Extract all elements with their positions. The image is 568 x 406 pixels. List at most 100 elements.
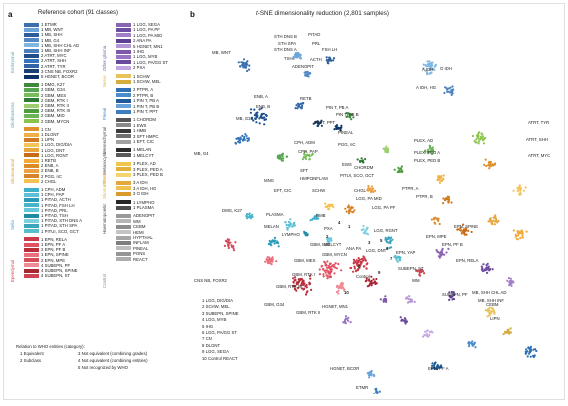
- sample-point: [532, 354, 535, 357]
- class-item-subepn-spine: 4 SUBEPN, SPINE: [24, 268, 78, 273]
- sample-point: [335, 290, 338, 294]
- sample-point: [408, 295, 411, 298]
- sample-point: [292, 57, 295, 60]
- sample-point: [434, 63, 437, 66]
- sample-point: [521, 236, 524, 239]
- sample-point: [344, 317, 347, 320]
- class-label: 1 EPN, SPINE: [41, 252, 69, 258]
- sample-point: [306, 74, 309, 77]
- cluster-label-gbm-rtk-iii: GBM, RTK III: [276, 284, 302, 289]
- sample-point: [482, 142, 486, 145]
- sample-point: [321, 264, 324, 268]
- sample-point: [447, 247, 450, 250]
- sample-point: [269, 243, 272, 246]
- class-item-lipn: 1 LIPN: [24, 137, 54, 142]
- class-label: 3 A IDH, HG: [133, 185, 157, 191]
- sample-point: [436, 178, 439, 182]
- class-swatch: [24, 82, 39, 87]
- sample-point: [446, 90, 449, 93]
- cluster-23: [487, 214, 500, 226]
- sample-point: [433, 364, 436, 367]
- class-label: 1 EFT, CIC: [133, 139, 155, 144]
- sample-point: [487, 220, 490, 223]
- sample-point: [353, 267, 356, 270]
- cluster-35: [303, 230, 309, 237]
- class-swatch: [24, 163, 39, 168]
- class-item-gbm-mid: 2 GBM, MID: [24, 113, 65, 118]
- class-swatch: [116, 49, 131, 54]
- sample-point: [471, 342, 474, 346]
- sample-point: [352, 258, 355, 261]
- sample-point: [322, 268, 325, 271]
- panel-b-tsne: b t-SNE dimensionality reduction (2,801 …: [190, 10, 560, 394]
- sample-point: [318, 273, 321, 276]
- sample-point: [490, 310, 493, 313]
- sample-point: [384, 298, 388, 301]
- class-swatch: [116, 224, 131, 229]
- sample-point: [291, 225, 294, 228]
- sample-point: [443, 253, 446, 256]
- sample-point: [302, 288, 305, 291]
- sample-point: [426, 329, 429, 332]
- sample-point: [301, 280, 304, 283]
- class-swatch: [24, 252, 39, 257]
- cluster-34: [326, 237, 333, 244]
- sample-point: [246, 213, 249, 216]
- sample-point: [521, 232, 524, 235]
- cluster-label-mb-shh-chl-ad: MB, SHH CHL AD: [472, 290, 507, 295]
- sample-point: [492, 219, 495, 222]
- sample-point: [431, 362, 434, 365]
- sample-point: [352, 262, 355, 265]
- sample-point: [292, 280, 295, 284]
- sample-point: [525, 348, 528, 351]
- sample-point: [400, 165, 403, 168]
- class-swatch: [116, 191, 131, 196]
- sample-point: [258, 122, 261, 125]
- class-item-epn-mpe: 2 EPN, MPE: [24, 258, 65, 263]
- class-item-mb-shh-inf: 1 MB, SHH INF: [24, 48, 71, 53]
- sample-point: [450, 295, 453, 298]
- sample-point: [295, 281, 298, 285]
- sample-point: [332, 59, 335, 62]
- sample-point: [493, 223, 496, 226]
- sample-point: [467, 229, 470, 232]
- sample-point: [347, 212, 351, 215]
- class-item-chordm: 1 CHORDM: [116, 117, 156, 122]
- numeric-marker-7: 7: [390, 256, 393, 261]
- class-label: 1 EPN, PF A: [41, 242, 66, 247]
- sample-point: [459, 226, 462, 229]
- sample-point: [226, 241, 229, 244]
- sample-point: [353, 209, 356, 212]
- sample-point: [340, 269, 343, 272]
- sample-point: [336, 126, 339, 129]
- sample-point: [299, 284, 303, 287]
- class-swatch: [24, 119, 39, 124]
- sample-point: [339, 129, 342, 132]
- sample-point: [477, 137, 480, 140]
- cluster-8: [294, 101, 305, 110]
- sample-point: [428, 333, 431, 336]
- class-swatch: [116, 246, 131, 251]
- cluster-9: [312, 119, 323, 128]
- class-label: PONS: [133, 251, 146, 257]
- class-item-lgg-myb: 1 LGG, MYB: [116, 54, 157, 59]
- sample-point: [442, 197, 445, 200]
- sample-point: [337, 262, 340, 266]
- sample-point: [294, 287, 297, 290]
- sample-point: [328, 266, 331, 269]
- sample-point: [324, 261, 327, 264]
- cluster-3: [303, 70, 312, 78]
- sample-point: [530, 349, 533, 352]
- sample-point: [510, 284, 513, 287]
- sample-point: [264, 113, 267, 116]
- class-label: 1 PITAD, STH SPA: [41, 223, 78, 229]
- cluster-label-gbm-mes: GBM, MES: [294, 258, 316, 263]
- key-row: 2 SCHW, MEL: [202, 304, 230, 310]
- cluster-label-adenopit: ADENOPIT: [292, 64, 314, 69]
- sample-point: [492, 309, 495, 312]
- class-label: 2 EPN, PF B: [41, 247, 66, 253]
- class-item-dmg-k27: 1 DMG, K27: [24, 82, 65, 87]
- sample-point: [357, 257, 360, 260]
- class-item-mb-g4: 1 MB, G4: [24, 38, 59, 43]
- sample-point: [329, 237, 333, 240]
